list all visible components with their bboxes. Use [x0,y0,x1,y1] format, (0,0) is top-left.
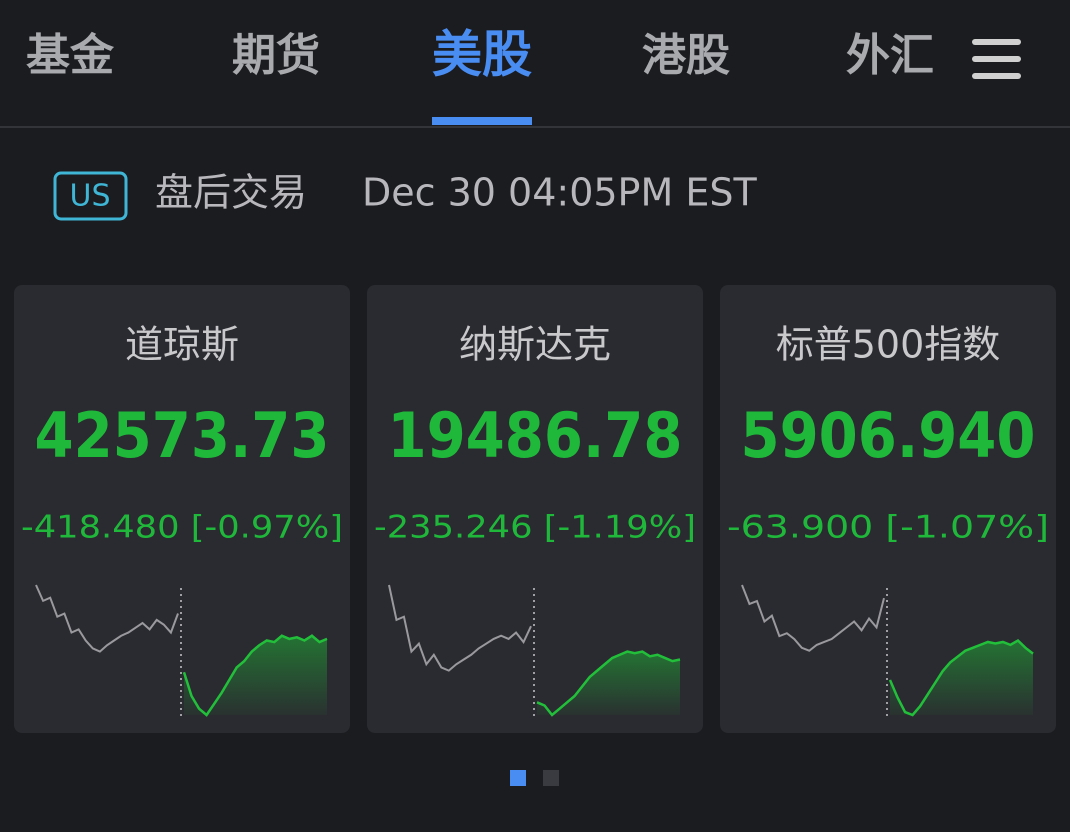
after-hours-line [536,650,681,717]
index-name: 纳斯达克 [459,323,611,367]
after-hours-line [888,638,1034,717]
tab-underline [432,117,532,125]
index-price: 19486.78 [388,399,683,472]
card-bg [14,285,350,733]
session-time: Dec 30 04:05PM EST [362,171,757,215]
index-change: -63.900 [-1.07%] [727,510,1049,546]
tab-bar: 基金 期货 美股 港股 外汇 [26,26,934,125]
session-label: 盘后交易 [155,171,307,215]
index-card[interactable]: 道琼斯 42573.73 -418.480 [-0.97%] [14,285,350,733]
card-bg [720,285,1056,733]
page-dot[interactable] [543,770,559,786]
after-hours-area [890,640,1033,715]
index-card[interactable]: 纳斯达克 19486.78 -235.246 [-1.19%] [367,285,703,733]
pre-session-line [388,584,532,672]
menu-icon[interactable] [972,39,1021,79]
tab[interactable]: 港股 [642,30,730,81]
index-price: 42573.73 [35,399,330,472]
tab[interactable]: 外汇 [846,30,934,81]
tab[interactable]: 基金 [26,30,115,81]
tab[interactable]: 期货 [232,30,320,81]
index-change: -235.246 [-1.19%] [374,510,696,546]
index-change: -418.480 [-0.97%] [21,510,343,546]
pager [510,770,559,786]
card-bg [367,285,703,733]
region-badge: US [69,179,110,214]
tab[interactable]: 美股 [432,26,532,84]
after-hours-area [184,635,327,715]
after-hours-line [182,634,328,717]
index-card[interactable]: 标普500指数 5906.940 -63.900 [-1.07%] [720,285,1056,733]
index-price: 5906.940 [741,399,1036,472]
pre-session-line [35,584,179,653]
index-cards: 道琼斯 42573.73 -418.480 [-0.97%] 纳斯达克 19486.78… [14,285,1056,733]
index-name: 道琼斯 [125,323,239,367]
badge-box [53,171,128,221]
pre-session-line [741,584,885,652]
page-dot[interactable] [510,770,526,786]
index-name: 标普500指数 [776,323,1001,367]
